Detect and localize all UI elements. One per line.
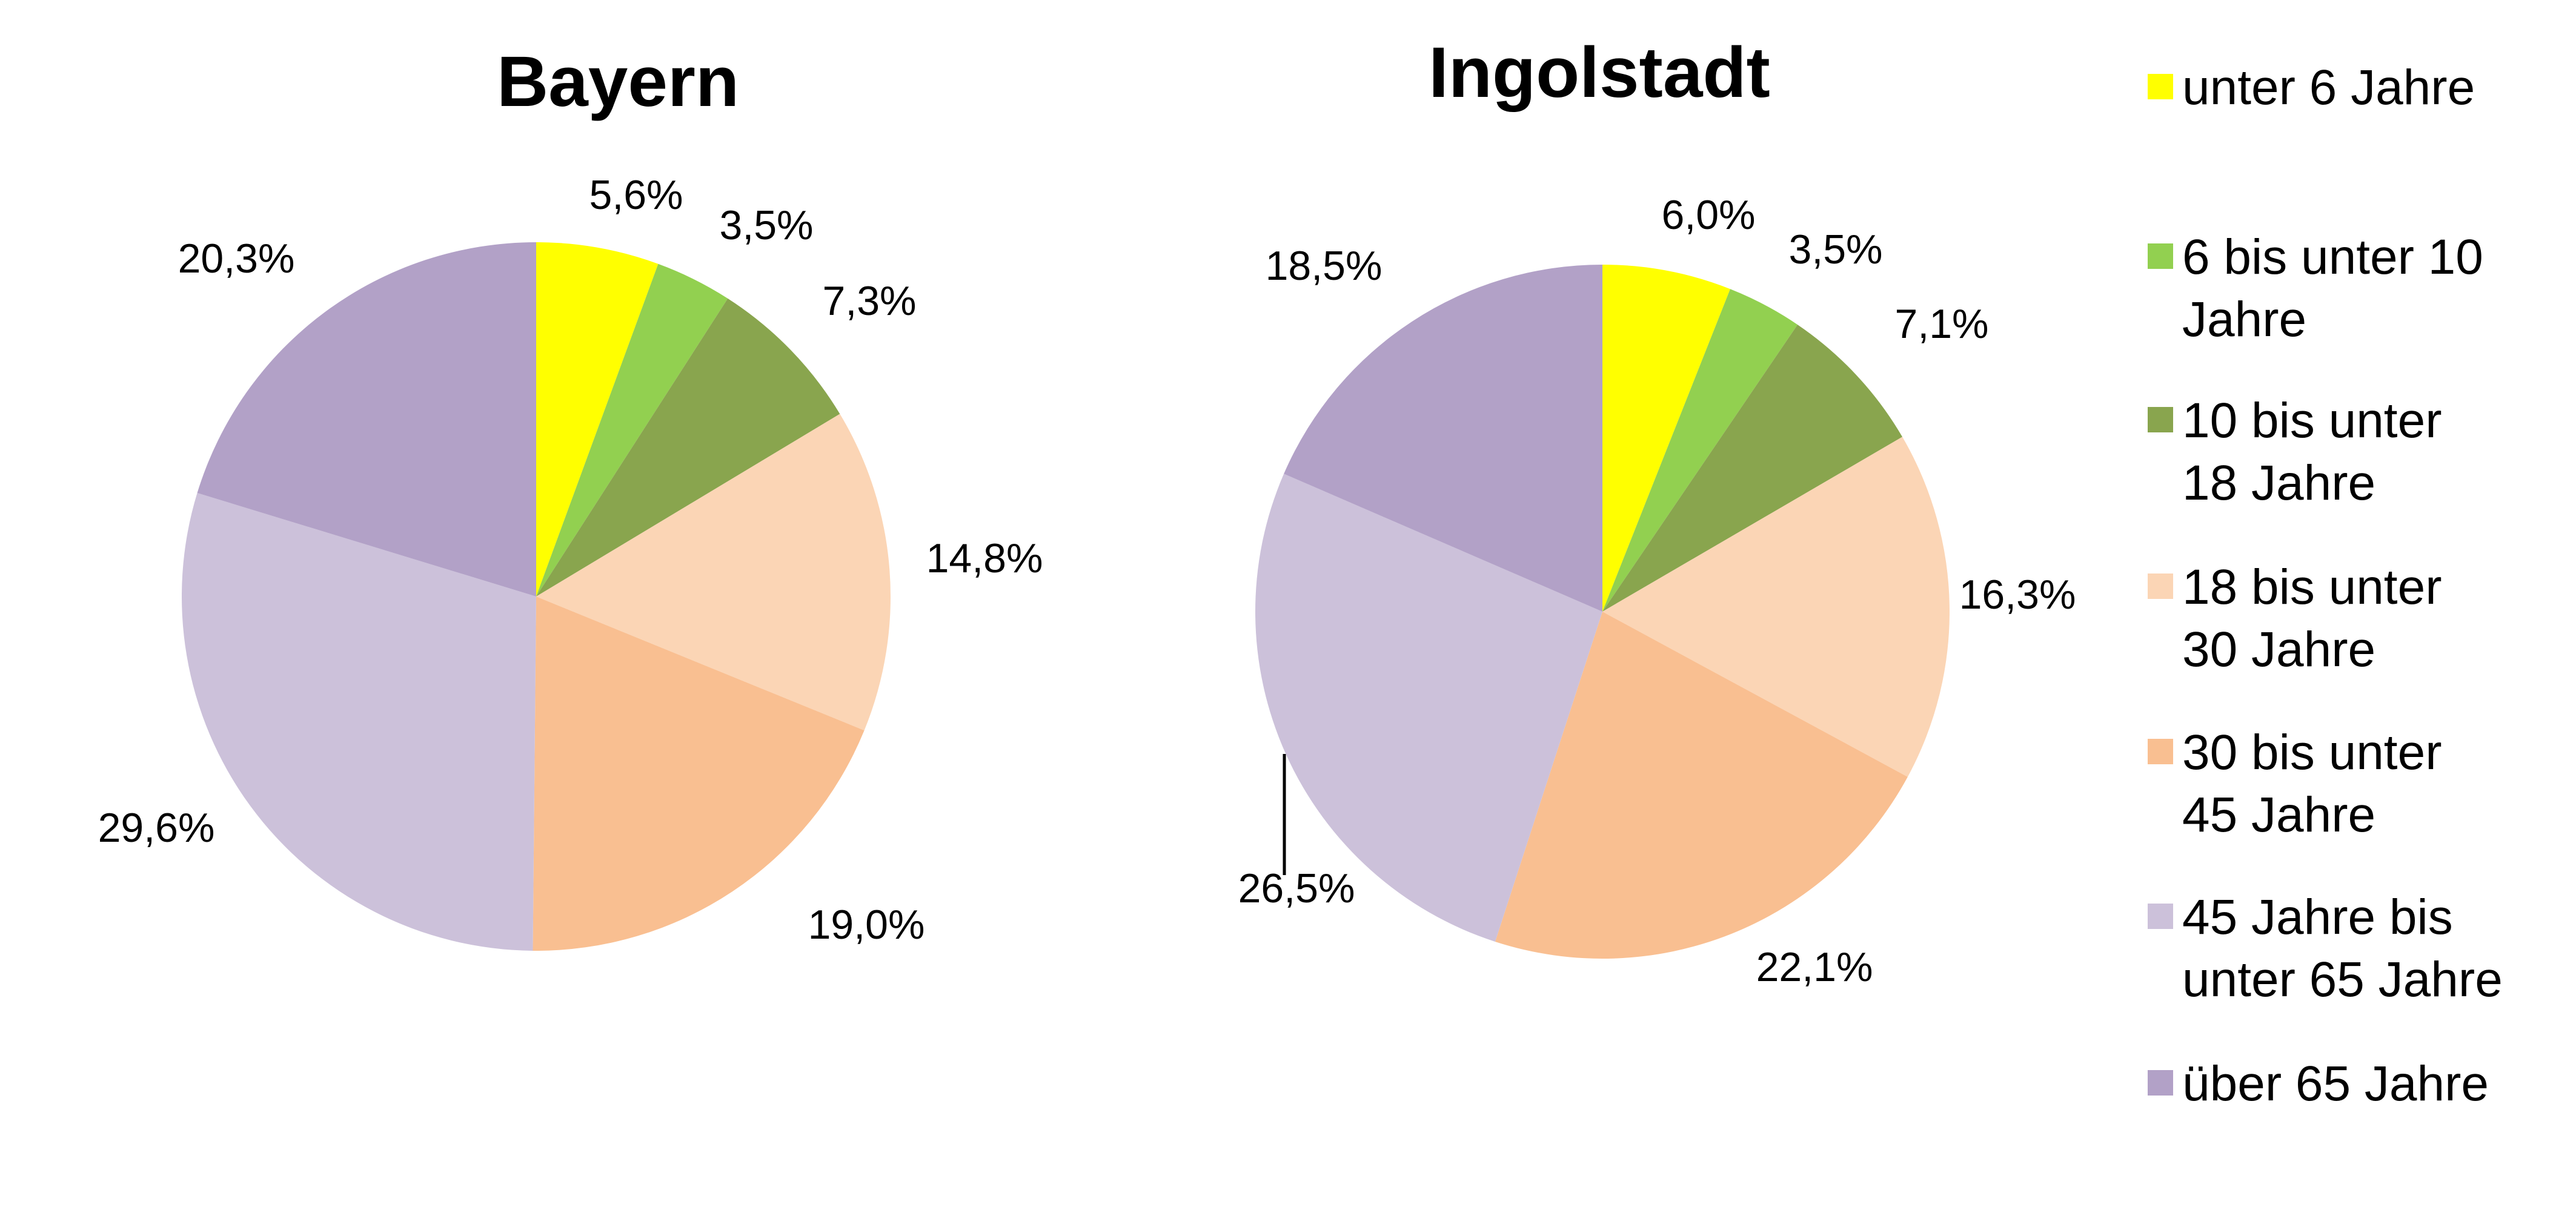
pie-slice-bayern-2 [536,298,840,597]
legend-label-5-0: 45 Jahre bis [2182,890,2453,945]
data-label-ingolstadt-5: 26,5% [1238,865,1355,911]
data-label-bayern-4: 19,0% [808,902,925,948]
legend-label-2-0: 10 bis unter [2182,393,2442,448]
legend-swatch-0 [2148,74,2173,99]
data-label-bayern-5: 29,6% [98,805,215,851]
data-label-bayern-6: 20,3% [178,236,295,282]
legend-label-6-0: über 65 Jahre [2182,1056,2489,1111]
data-label-bayern-3: 14,8% [926,535,1043,581]
legend-label-0-0: unter 6 Jahre [2182,60,2475,115]
legend-swatch-1 [2148,243,2173,269]
data-label-bayern-0: 5,6% [589,172,683,218]
data-label-ingolstadt-2: 7,1% [1895,301,1989,347]
chart-title-ingolstadt: Ingolstadt [1429,33,1770,113]
data-label-bayern-1: 3,5% [720,202,814,248]
pie-slice-bayern-0 [536,242,659,597]
pie-slice-bayern-1 [536,263,728,597]
legend: unter 6 Jahre 6 bis unter 10 Jahre 10 bis u… [2148,60,2503,1111]
pie-slice-bayern-5 [182,493,536,951]
pie-slice-bayern-6 [197,242,536,597]
pie-chart-bayern: 5,6% 3,5%7,3% 14,8% 19,0% 29,6% 20,3% [98,172,1043,951]
pie-slice-bayern-4 [533,597,865,951]
data-label-ingolstadt-0: 6,0% [1662,192,1756,238]
legend-label-2-1: 18 Jahre [2182,455,2375,511]
legend-swatch-4 [2148,739,2173,764]
data-label-ingolstadt-3: 16,3% [1959,572,2076,618]
legend-label-1-1: Jahre [2182,292,2306,347]
pie-slice-bayern-3 [536,414,891,731]
pie-slice-ingolstadt-5 [1255,474,1602,942]
legend-label-4-0: 30 bis unter [2182,725,2442,780]
data-label-bayern-2: 7,3% [823,278,917,324]
pie-slice-ingolstadt-1 [1602,289,1798,612]
pie-slice-ingolstadt-2 [1602,325,1903,612]
legend-swatch-2 [2148,407,2173,432]
legend-swatch-5 [2148,904,2173,929]
chart-title-bayern: Bayern [497,42,739,122]
legend-label-1-0: 6 bis unter 10 [2182,230,2483,285]
pie-slice-ingolstadt-4 [1495,612,1908,959]
pie-chart-ingolstadt: 6,0% 3,5% 7,1% 16,3% 22,1% 26,5% 18,5% [1238,192,2076,990]
legend-swatch-6 [2148,1070,2173,1096]
data-label-ingolstadt-4: 22,1% [1756,944,1873,990]
pie-slice-ingolstadt-3 [1602,437,1950,777]
legend-label-3-1: 30 Jahre [2182,622,2375,677]
data-label-ingolstadt-6: 18,5% [1266,243,1383,289]
data-label-ingolstadt-1: 3,5% [1789,226,1883,273]
legend-label-4-1: 45 Jahre [2182,787,2375,842]
legend-swatch-3 [2148,573,2173,599]
legend-label-5-1: unter 65 Jahre [2182,952,2503,1007]
pie-slice-ingolstadt-0 [1602,265,1730,612]
pie-slice-ingolstadt-6 [1284,265,1602,612]
legend-label-3-0: 18 bis unter [2182,560,2442,615]
